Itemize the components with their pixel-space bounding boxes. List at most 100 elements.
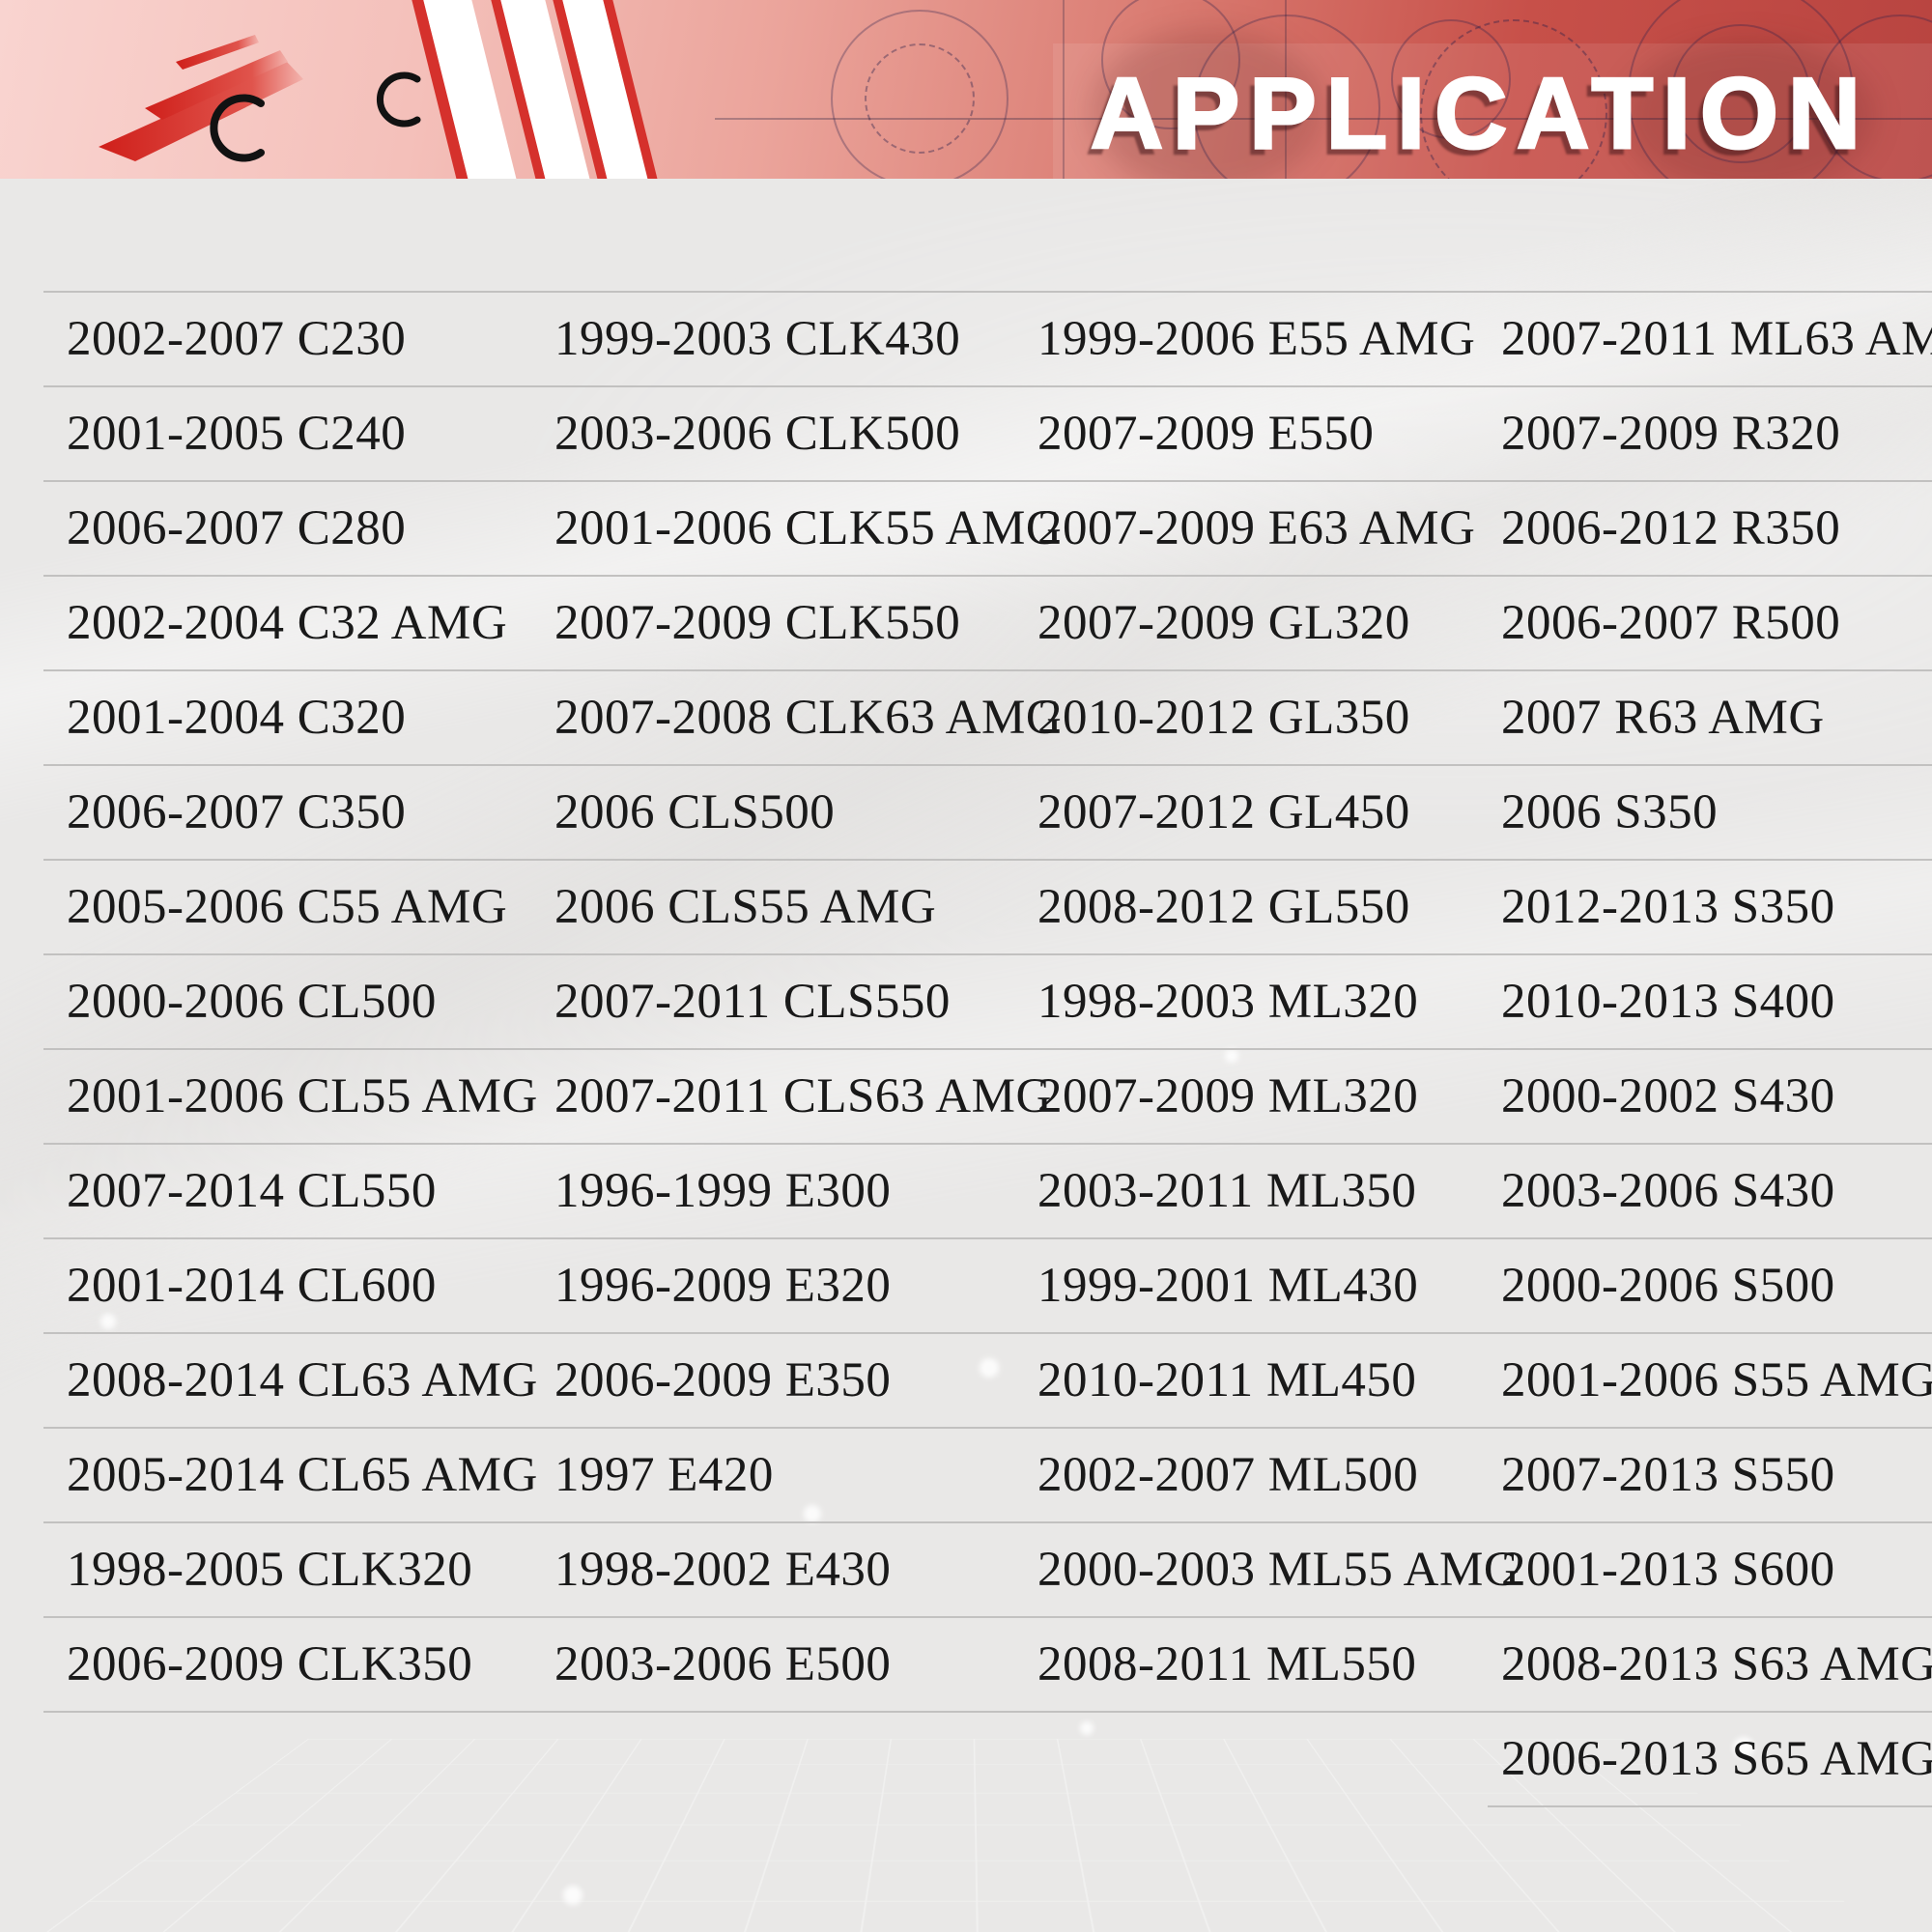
- vehicle-entry: 2007-2009 GL320: [1014, 577, 1488, 671]
- vehicle-entry: 2000-2003 ML55 AMG: [1014, 1523, 1520, 1618]
- vehicle-entry-label: 2006-2007 C350: [67, 785, 407, 839]
- vehicle-entry: 2006-2012 R350: [1488, 482, 1932, 577]
- vehicle-entry: 2006 S350: [1488, 766, 1932, 861]
- header-banner: APPLICATION: [0, 0, 1932, 179]
- vehicle-entry: 1999-2001 ML430: [1014, 1239, 1488, 1334]
- vehicle-entry-label: 1998-2003 ML320: [1037, 975, 1419, 1029]
- vehicle-entry-label: 2010-2011 ML450: [1037, 1353, 1417, 1407]
- vehicle-entry: 2007-2014 CL550: [43, 1145, 531, 1239]
- fitment-column-4: 2007-2011 ML63 AMG 2007-2009 R320 2006-201…: [1488, 291, 1932, 1807]
- vehicle-entry-label: 2001-2013 S600: [1501, 1543, 1835, 1597]
- vehicle-entry: 2000-2006 CL500: [43, 955, 531, 1050]
- vehicle-entry: 2010-2012 GL350: [1014, 671, 1488, 766]
- vehicle-entry: 2003-2006 CLK500: [531, 387, 1014, 482]
- vehicle-entry-label: 1996-1999 E300: [554, 1164, 892, 1218]
- vehicle-entry: 2007-2008 CLK63 AMG: [531, 671, 1062, 766]
- vehicle-entry-label: 2006-2012 R350: [1501, 501, 1841, 555]
- vehicle-entry: 1999-2006 E55 AMG: [1014, 293, 1488, 387]
- vehicle-entry-label: 2003-2006 E500: [554, 1637, 892, 1691]
- vehicle-entry: 1998-2003 ML320: [1014, 955, 1488, 1050]
- vehicle-entry-label: 2005-2014 CL65 AMG: [67, 1448, 538, 1502]
- vehicle-entry-label: 2006-2007 R500: [1501, 596, 1841, 650]
- vehicle-entry: 2000-2006 S500: [1488, 1239, 1932, 1334]
- vehicle-entry-label: 2008-2014 CL63 AMG: [67, 1353, 538, 1407]
- vehicle-entry-label: 2000-2003 ML55 AMG: [1037, 1543, 1520, 1597]
- vehicle-entry-label: 2008-2011 ML550: [1037, 1637, 1417, 1691]
- vehicle-entry-label: 2003-2006 CLK500: [554, 407, 961, 461]
- vehicle-entry-label: 2006 CLS55 AMG: [554, 880, 937, 934]
- vehicle-entry: 2006-2007 C280: [43, 482, 531, 577]
- vehicle-entry-label: 1999-2006 E55 AMG: [1037, 312, 1476, 366]
- fitment-column-2: 1999-2003 CLK430 2003-2006 CLK500 2001-200…: [531, 291, 1062, 1807]
- vehicle-entry-label: 2007-2008 CLK63 AMG: [554, 691, 1063, 745]
- vehicle-entry: 1996-2009 E320: [531, 1239, 1014, 1334]
- vehicle-entry: 2001-2004 C320: [43, 671, 531, 766]
- vehicle-entry: 2006-2007 R500: [1488, 577, 1932, 671]
- vehicle-entry-label: 2001-2004 C320: [67, 691, 407, 745]
- vehicle-entry-label: 2002-2004 C32 AMG: [67, 596, 508, 650]
- vehicle-entry: 2006 CLS500: [531, 766, 1014, 861]
- vehicle-entry-label: 2006-2009 CLK350: [67, 1637, 473, 1691]
- vehicle-entry: 2001-2014 CL600: [43, 1239, 531, 1334]
- vehicle-entry-label: 2007-2011 CLS550: [554, 975, 951, 1029]
- vehicle-entry: 2007-2012 GL450: [1014, 766, 1488, 861]
- page-title: APPLICATION: [1089, 58, 1870, 170]
- vehicle-entry-label: 2005-2006 C55 AMG: [67, 880, 508, 934]
- vehicle-entry-label: 2006-2009 E350: [554, 1353, 892, 1407]
- vehicle-entry: 2002-2004 C32 AMG: [43, 577, 531, 671]
- vehicle-entry: 2007-2009 CLK550: [531, 577, 1014, 671]
- vehicle-entry: 2001-2006 S55 AMG: [1488, 1334, 1932, 1429]
- vehicle-entry: 2010-2011 ML450: [1014, 1334, 1488, 1429]
- speeding-car-logo: [99, 35, 421, 162]
- vehicle-entry-label: 2007-2009 E63 AMG: [1037, 501, 1476, 555]
- fitment-column-1: 2002-2007 C230 2001-2005 C240 2006-2007 C2…: [43, 291, 537, 1807]
- vehicle-entry-label: 2007 R63 AMG: [1501, 691, 1825, 745]
- vehicle-entry-label: 2006-2007 C280: [67, 501, 407, 555]
- vehicle-entry-label: 2007-2009 ML320: [1037, 1069, 1419, 1123]
- vehicle-entry: 2006 CLS55 AMG: [531, 861, 1014, 955]
- vehicle-entry-label: 2007-2012 GL450: [1037, 785, 1410, 839]
- vehicle-entry: 2006-2009 E350: [531, 1334, 1014, 1429]
- vehicle-entry: 2008-2014 CL63 AMG: [43, 1334, 537, 1429]
- vehicle-entry-label: 2007-2009 E550: [1037, 407, 1375, 461]
- vehicle-entry-label: 2001-2006 CLK55 AMG: [554, 501, 1063, 555]
- vehicle-entry: 2007-2011 CLS550: [531, 955, 1014, 1050]
- vehicle-entry: 2006-2013 S65 AMG: [1488, 1713, 1932, 1807]
- vehicle-entry: 2007-2011 ML63 AMG: [1488, 293, 1932, 387]
- vehicle-entry-label: 2006-2013 S65 AMG: [1501, 1732, 1932, 1786]
- vehicle-entry-label: 1999-2003 CLK430: [554, 312, 961, 366]
- vehicle-entry: 2010-2013 S400: [1488, 955, 1932, 1050]
- vehicle-entry: 2001-2013 S600: [1488, 1523, 1932, 1618]
- vehicle-entry-label: 2001-2006 S55 AMG: [1501, 1353, 1932, 1407]
- vehicle-entry: 2008-2012 GL550: [1014, 861, 1488, 955]
- vehicle-entry-label: 2007-2011 ML63 AMG: [1501, 312, 1932, 366]
- vehicle-entry-label: 1998-2005 CLK320: [67, 1543, 473, 1597]
- vehicle-entry-label: 2002-2007 C230: [67, 312, 407, 366]
- vehicle-entry: 1998-2005 CLK320: [43, 1523, 531, 1618]
- vehicle-entry-label: 2008-2013 S63 AMG: [1501, 1637, 1932, 1691]
- vehicle-entry: 2008-2011 ML550: [1014, 1618, 1488, 1713]
- vehicle-entry-label: 2003-2006 S430: [1501, 1164, 1835, 1218]
- vehicle-entry: 2001-2005 C240: [43, 387, 531, 482]
- vehicle-entry-label: 2000-2002 S430: [1501, 1069, 1835, 1123]
- vehicle-entry: 1996-1999 E300: [531, 1145, 1014, 1239]
- vehicle-entry-label: 1997 E420: [554, 1448, 774, 1502]
- vehicle-entry-label: 2001-2014 CL600: [67, 1259, 437, 1313]
- vehicle-entry: 2008-2013 S63 AMG: [1488, 1618, 1932, 1713]
- vehicle-entry: 2002-2007 C230: [43, 293, 531, 387]
- vehicle-entry: 2007-2009 ML320: [1014, 1050, 1488, 1145]
- vehicle-entry-label: 2006 S350: [1501, 785, 1719, 839]
- vehicle-entry: 2007-2009 E550: [1014, 387, 1488, 482]
- vehicle-entry-label: 1996-2009 E320: [554, 1259, 892, 1313]
- vehicle-entry: 2001-2006 CLK55 AMG: [531, 482, 1062, 577]
- vehicle-entry-label: 2003-2011 ML350: [1037, 1164, 1417, 1218]
- vehicle-entry: 2012-2013 S350: [1488, 861, 1932, 955]
- fitment-column-3: 1999-2006 E55 AMG 2007-2009 E550 2007-2009…: [1014, 291, 1520, 1807]
- vehicle-entry: 2007-2011 CLS63 AMG: [531, 1050, 1051, 1145]
- vehicle-entry-label: 2001-2006 CL55 AMG: [67, 1069, 538, 1123]
- vehicle-entry: 2002-2007 ML500: [1014, 1429, 1488, 1523]
- vehicle-entry: 2003-2006 E500: [531, 1618, 1014, 1713]
- vehicle-entry: 2000-2002 S430: [1488, 1050, 1932, 1145]
- diagonal-stripes-decoration: [407, 0, 713, 179]
